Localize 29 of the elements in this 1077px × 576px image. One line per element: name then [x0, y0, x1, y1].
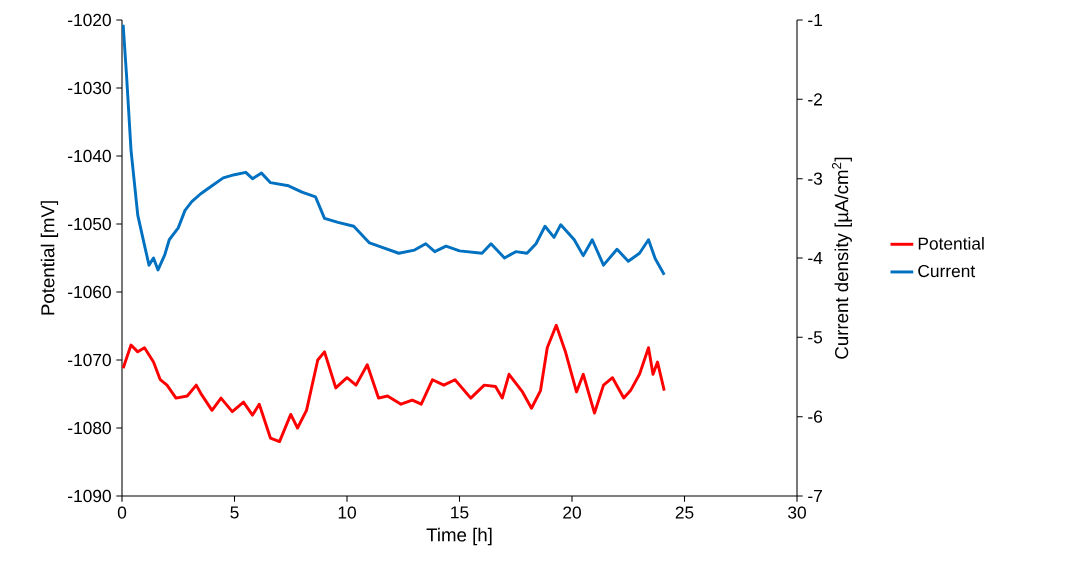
y2-tick-label: -3 [808, 172, 823, 185]
y2-tick-label: -4 [808, 252, 823, 264]
y-tick-label: -1080 [68, 421, 111, 435]
x-tick-label: 20 [563, 506, 581, 519]
y-tick-label: -1050 [68, 217, 111, 231]
y-tick-label: -1040 [68, 149, 111, 163]
y2-axis-title: Current density [µA/cm$^{2}$] [831, 157, 852, 359]
y-tick-label: -1030 [68, 81, 111, 95]
x-tick-label: 15 [451, 506, 469, 519]
y-axis-title: Potential [mV] [40, 201, 59, 315]
line-series [122, 23, 666, 277]
y-tick-label: -1070 [68, 353, 111, 367]
y-tick-label: -1060 [68, 285, 111, 299]
x-tick-label: 5 [230, 506, 239, 519]
y2-tick-label: -2 [808, 93, 822, 106]
y2-tick-label: -5 [808, 331, 823, 344]
x-tick-label: 25 [675, 506, 694, 519]
y-tick-label: -1090 [68, 489, 111, 503]
y-tick-label: -1020 [68, 13, 111, 27]
legend-label: Potential [918, 237, 984, 250]
x-tick-label: 30 [788, 506, 806, 519]
y2-tick-label: -1 [808, 14, 822, 26]
legend-label: Current [918, 264, 976, 278]
x-tick-label: 10 [338, 506, 356, 519]
y2-tick-label: -6 [808, 410, 823, 423]
x-axis-title: Time [h] [426, 527, 492, 546]
line-series [122, 323, 666, 444]
y2-tick-label: -7 [808, 490, 822, 502]
x-tick-label: 0 [117, 506, 127, 519]
